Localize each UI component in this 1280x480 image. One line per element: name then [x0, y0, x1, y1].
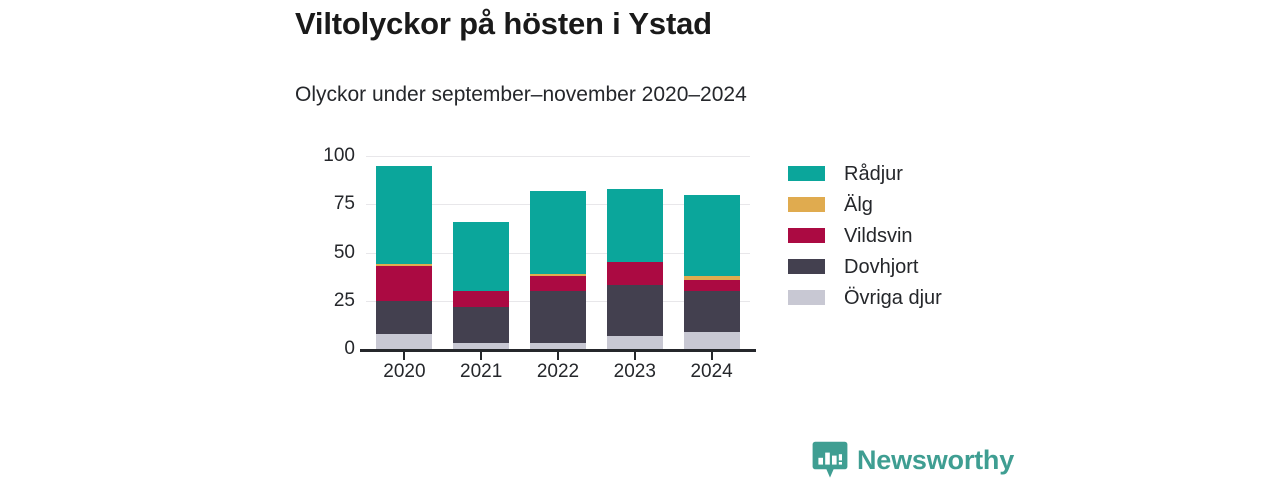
plot-area: 0 25 50 75 100	[323, 145, 750, 359]
legend-swatch-icon	[788, 228, 825, 243]
x-axis-line	[360, 349, 756, 352]
bar-segment[interactable]	[683, 331, 740, 349]
bar-segment[interactable]	[453, 306, 510, 344]
bar-group[interactable]	[683, 156, 740, 349]
legend-item-label: Övriga djur	[844, 286, 942, 309]
bar-segment[interactable]	[530, 291, 586, 344]
y-axis-tick-label: 100	[323, 145, 355, 166]
bar-stack	[683, 194, 740, 349]
bar-segment[interactable]	[376, 300, 433, 334]
y-axis-tick-label: 75	[333, 193, 355, 215]
chart-legend: Rådjur Älg Vildsvin Dovhjort Övriga djur	[788, 158, 1048, 313]
bar-segment[interactable]	[683, 279, 740, 292]
bar-segment[interactable]	[606, 188, 663, 263]
bar-segment[interactable]	[683, 275, 740, 280]
bar-stack	[376, 165, 433, 349]
chart-plot: 0 25 50 75 100 2020 2021 2022 2023 2024	[300, 140, 770, 390]
bar-segment[interactable]	[530, 190, 586, 274]
bar-segment[interactable]	[530, 275, 586, 292]
bar-stack	[453, 221, 510, 349]
newsworthy-logo: Newsworthy	[812, 441, 1014, 479]
brand-name: Newsworthy	[857, 444, 1015, 475]
legend-swatch-icon	[788, 259, 825, 274]
bar-segment[interactable]	[453, 291, 510, 307]
bar-segment[interactable]	[453, 221, 510, 292]
legend-item-label: Rådjur	[844, 162, 903, 185]
gridline	[366, 156, 750, 157]
legend-item-label: Älg	[844, 193, 873, 216]
x-axis-tick-label: 2022	[536, 361, 580, 382]
bar-segment[interactable]	[376, 266, 433, 301]
y-axis-tick-label: 25	[333, 289, 355, 311]
x-axis-tick	[403, 352, 406, 360]
bar-stack	[530, 190, 586, 349]
bar-segment[interactable]	[530, 273, 586, 276]
bar-group[interactable]	[453, 156, 510, 349]
legend-item[interactable]: Vildsvin	[788, 220, 1048, 251]
bar-segment[interactable]	[683, 194, 740, 276]
bar-segment[interactable]	[606, 262, 663, 286]
legend-item[interactable]: Dovhjort	[788, 251, 1048, 282]
legend-item[interactable]: Rådjur	[788, 158, 1048, 189]
x-axis-tick	[557, 352, 559, 360]
legend-item-label: Vildsvin	[844, 224, 913, 247]
bar-group[interactable]	[606, 156, 663, 349]
bar-segment[interactable]	[683, 291, 740, 332]
x-axis-tick	[480, 352, 483, 360]
bar-segment[interactable]	[376, 333, 433, 349]
bar-segment[interactable]	[530, 343, 586, 349]
x-axis-tick	[710, 352, 713, 360]
bar-stack	[606, 188, 663, 349]
bar-segment[interactable]	[606, 335, 663, 349]
x-axis-tick-label: 2020	[383, 361, 426, 382]
bar-group[interactable]	[530, 156, 586, 349]
x-axis-tick-label: 2023	[613, 361, 656, 382]
newsworthy-bar-chart-pin-icon	[812, 441, 848, 479]
y-axis-tick-label: 0	[344, 338, 355, 359]
bar-group[interactable]	[376, 156, 433, 349]
x-axis-tick-label: 2021	[460, 361, 503, 382]
bar-segment[interactable]	[606, 285, 663, 336]
legend-swatch-icon	[788, 290, 825, 305]
x-axis-tick	[633, 352, 636, 360]
legend-item[interactable]: Älg	[788, 189, 1048, 220]
legend-swatch-icon	[788, 197, 825, 212]
chart-subtitle: Olyckor under september–november 2020–20…	[295, 83, 747, 106]
bar-segment[interactable]	[376, 165, 433, 265]
legend-item[interactable]: Övriga djur	[788, 282, 1048, 313]
legend-item-label: Dovhjort	[844, 255, 919, 278]
x-axis-tick-label: 2024	[690, 361, 733, 382]
y-axis-tick-label: 50	[333, 241, 355, 263]
page-title: Viltolyckor på hösten i Ystad	[295, 6, 712, 41]
legend-swatch-icon	[788, 166, 825, 181]
bar-segment[interactable]	[376, 264, 433, 267]
bar-segment[interactable]	[453, 343, 510, 349]
